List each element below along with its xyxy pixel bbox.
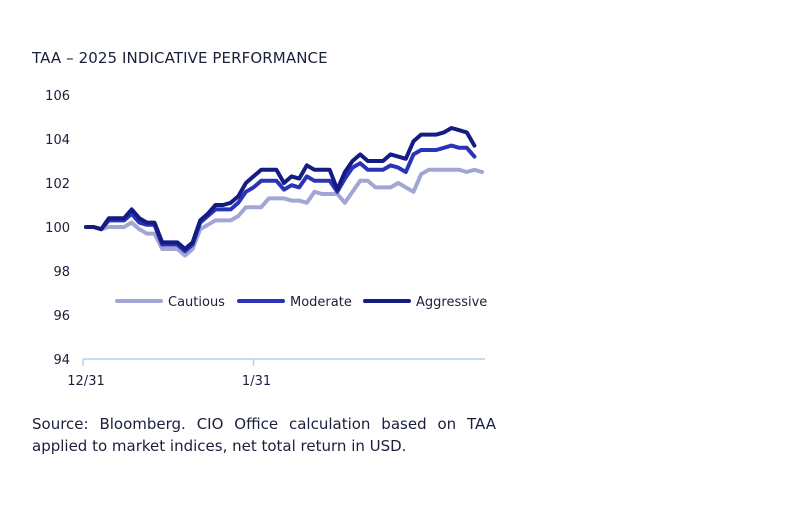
legend-label-cautious: Cautious	[168, 295, 225, 310]
series-line-moderate	[84, 143, 477, 254]
y-tick-label: 102	[45, 177, 70, 192]
legend-label-moderate: Moderate	[290, 295, 352, 310]
y-tick-label: 100	[45, 221, 70, 236]
y-tick-label: 104	[45, 133, 70, 148]
source-note: Source: Bloomberg. CIO Office calculatio…	[32, 415, 496, 455]
series-line-aggressive	[84, 126, 477, 251]
y-tick-label: 94	[53, 353, 70, 368]
chart-title: TAA – 2025 INDICATIVE PERFORMANCE	[32, 49, 328, 67]
line-chart: 94 96 98 100 102 104 106 12/31 1/31 Cautious Moder…	[45, 89, 487, 389]
series-line-cautious	[84, 167, 484, 258]
y-tick-label: 98	[53, 265, 70, 280]
x-tick-label: 1/31	[242, 374, 271, 389]
y-tick-label: 106	[45, 89, 70, 104]
x-tick-label: 12/31	[67, 374, 104, 389]
legend-label-aggressive: Aggressive	[416, 295, 487, 310]
y-tick-label: 96	[53, 309, 70, 324]
